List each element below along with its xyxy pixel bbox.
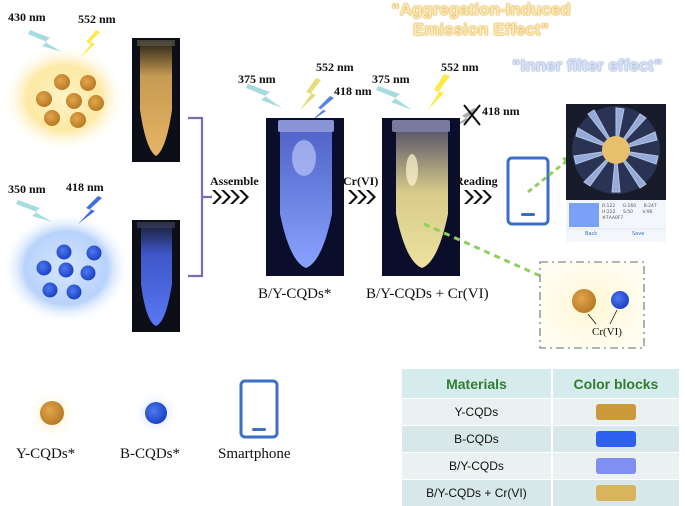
label-552nm-right: 552 nm bbox=[441, 60, 479, 75]
blue-tube-photo bbox=[132, 220, 180, 332]
color-swatch bbox=[596, 404, 636, 420]
chromium-tube-photo bbox=[382, 118, 460, 276]
assemble-bracket bbox=[188, 118, 212, 276]
label-430nm: 430 nm bbox=[8, 10, 46, 25]
color-swatch bbox=[596, 485, 636, 501]
screen-readout: R:122 G:160 B:247 H:222 S:50 V:96 #7AA0F… bbox=[602, 204, 666, 222]
readout-v: V:96 bbox=[642, 210, 652, 215]
aie-line-1: “Aggregation-Induced bbox=[386, 0, 576, 20]
mixed-tube-photo bbox=[266, 118, 344, 276]
label-418nm-right: 418 nm bbox=[482, 104, 520, 119]
screen-back-button[interactable]: Back bbox=[585, 231, 597, 237]
table-row: B/Y-CQDs + Cr(VI) bbox=[402, 480, 679, 506]
caption-chromium-tube: B/Y-CQDs + Cr(VI) bbox=[366, 286, 489, 303]
legend-ycqd-label: Y-CQDs* bbox=[16, 446, 75, 463]
readout-s: S:50 bbox=[623, 210, 633, 215]
color-swatch bbox=[596, 431, 636, 447]
color-cell bbox=[552, 399, 679, 426]
color-cell bbox=[552, 426, 679, 453]
material-cell: Y-CQDs bbox=[402, 399, 552, 426]
step-assemble-label: Assemble bbox=[210, 174, 259, 189]
readout-g: G:160 bbox=[623, 204, 637, 209]
arrow-reading-icon bbox=[464, 190, 492, 204]
legend-bcqd-icon bbox=[132, 389, 180, 437]
materials-table: Materials Color blocks Y-CQDs B-CQDs B/Y… bbox=[402, 369, 679, 506]
bolt-yellow-icon bbox=[428, 74, 450, 110]
legend-ycqd-icon bbox=[26, 389, 78, 441]
legend-smartphone-label: Smartphone bbox=[218, 446, 291, 463]
table-row: Y-CQDs bbox=[402, 399, 679, 426]
header-materials: Materials bbox=[402, 369, 552, 399]
aie-line-2: Emission Effect” bbox=[386, 20, 576, 40]
legend-bcqd-label: B-CQDs* bbox=[120, 446, 180, 463]
arrow-assemble-icon bbox=[212, 190, 249, 204]
table-row: B/Y-CQDs bbox=[402, 453, 679, 480]
bolt-light-blue-icon bbox=[246, 84, 282, 108]
readout-r: R:122 bbox=[602, 204, 615, 209]
label-552nm-left: 552 nm bbox=[78, 12, 116, 27]
label-375nm-mid: 375 nm bbox=[238, 72, 276, 87]
yellow-cqd-cluster bbox=[2, 44, 126, 152]
color-cell bbox=[552, 453, 679, 480]
table-row: B-CQDs bbox=[402, 426, 679, 453]
header-color-blocks: Color blocks bbox=[552, 369, 679, 399]
bolt-khaki-icon bbox=[300, 78, 321, 110]
material-cell: B/Y-CQDs bbox=[402, 453, 552, 480]
inset-cr-label: Cr(VI) bbox=[592, 326, 622, 338]
material-cell: B-CQDs bbox=[402, 426, 552, 453]
bolt-light-blue-icon bbox=[376, 86, 412, 110]
label-375nm-right: 375 nm bbox=[372, 72, 410, 87]
caption-mixed-tube: B/Y-CQDs* bbox=[258, 286, 331, 303]
label-418nm-mid: 418 nm bbox=[334, 84, 372, 99]
readout-hex: #7AA0F7 bbox=[602, 216, 666, 222]
screen-save-button[interactable]: Save bbox=[632, 231, 644, 237]
aie-effect-title: “Aggregation-Induced Emission Effect” bbox=[386, 0, 576, 40]
step-reading-label: Reading bbox=[455, 174, 498, 189]
ife-effect-title: “Inner filter effect” bbox=[512, 56, 662, 76]
label-350nm: 350 nm bbox=[8, 182, 46, 197]
step-cr-label: Cr(VI) bbox=[343, 174, 378, 189]
yellow-tube-photo bbox=[132, 38, 180, 162]
readout-b: B:247 bbox=[644, 204, 657, 209]
label-418nm-left: 418 nm bbox=[66, 180, 104, 195]
label-552nm-mid: 552 nm bbox=[316, 60, 354, 75]
color-swatch bbox=[596, 458, 636, 474]
blue-cqd-cluster bbox=[2, 212, 130, 324]
arrow-cr-icon bbox=[348, 190, 376, 204]
material-cell: B/Y-CQDs + Cr(VI) bbox=[402, 480, 552, 506]
legend-smartphone-icon bbox=[241, 381, 277, 437]
readout-h: H:222 bbox=[602, 210, 616, 215]
color-cell bbox=[552, 480, 679, 506]
table-header-row: Materials Color blocks bbox=[402, 369, 679, 399]
